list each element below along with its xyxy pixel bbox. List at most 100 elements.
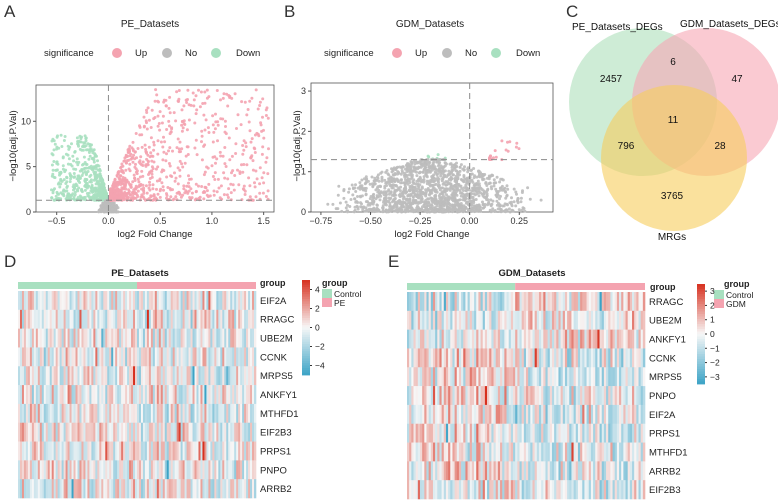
heatmap-cell bbox=[194, 347, 197, 367]
point-up bbox=[514, 145, 518, 149]
heatmap-cell bbox=[107, 347, 110, 367]
point-down bbox=[77, 186, 81, 190]
heatmap-cell bbox=[109, 366, 112, 386]
point-no bbox=[457, 210, 461, 213]
heatmap-cell bbox=[230, 422, 233, 442]
heatmap-cell bbox=[125, 460, 128, 480]
heatmap-cell bbox=[107, 385, 110, 405]
heatmap-cell bbox=[495, 292, 499, 312]
point-up bbox=[254, 88, 258, 92]
y-tick-label: 1 bbox=[301, 167, 306, 177]
point-down bbox=[69, 196, 73, 200]
heatmap-cell bbox=[224, 328, 227, 348]
point-no bbox=[507, 207, 511, 211]
heatmap-cell bbox=[95, 441, 98, 461]
heatmap-cell bbox=[135, 422, 138, 442]
colorbar-segment bbox=[302, 320, 310, 324]
heatmap-cell bbox=[232, 479, 235, 499]
heatmap-cell bbox=[137, 328, 140, 348]
heatmap-cell bbox=[95, 309, 98, 329]
heatmap-cell bbox=[35, 441, 39, 461]
heatmap-cell bbox=[53, 403, 56, 424]
heatmap-cell bbox=[19, 309, 23, 329]
legend-down-swatch bbox=[211, 48, 221, 58]
point-no bbox=[372, 179, 376, 183]
heatmap-cell bbox=[31, 347, 35, 367]
point-no bbox=[393, 188, 397, 192]
heatmap-cell bbox=[89, 347, 92, 367]
point-up bbox=[127, 167, 131, 171]
heatmap-cell bbox=[105, 347, 108, 367]
heatmap-cell bbox=[83, 422, 86, 442]
heatmap-cell bbox=[220, 479, 223, 499]
point-up bbox=[216, 177, 220, 181]
heatmap-cell bbox=[184, 347, 187, 367]
heatmap-cell bbox=[166, 441, 170, 461]
point-no bbox=[456, 185, 459, 189]
point-up bbox=[137, 180, 141, 184]
point-no bbox=[512, 200, 516, 204]
point-up bbox=[202, 173, 206, 177]
venn-count-gdm-mrg: 28 bbox=[714, 141, 726, 152]
point-up bbox=[124, 182, 128, 186]
heatmap-cell bbox=[162, 403, 166, 424]
heatmap-cell bbox=[515, 292, 518, 312]
point-no bbox=[408, 163, 412, 167]
heatmap-cell bbox=[236, 347, 239, 367]
heatmap-cell bbox=[105, 441, 108, 461]
heatmap-cell bbox=[238, 441, 241, 461]
point-no bbox=[116, 210, 120, 214]
heatmap-cell bbox=[461, 292, 464, 312]
point-up bbox=[253, 151, 257, 154]
heatmap-cell bbox=[242, 328, 245, 348]
heatmap-cell bbox=[180, 460, 183, 480]
heatmap-cell bbox=[625, 292, 628, 312]
heatmap-cell bbox=[218, 403, 221, 424]
point-down bbox=[87, 151, 91, 154]
point-no bbox=[453, 196, 457, 200]
heatmap-cell bbox=[192, 385, 195, 405]
point-no bbox=[353, 208, 357, 212]
point-up bbox=[248, 129, 252, 133]
heatmap-cell bbox=[29, 347, 33, 367]
heatmap-cell bbox=[83, 460, 86, 480]
heatmap-cell bbox=[19, 403, 23, 424]
heatmap-cell bbox=[212, 366, 215, 386]
heatmap-cell bbox=[156, 366, 160, 386]
colorbar-segment bbox=[302, 301, 310, 305]
point-no bbox=[361, 208, 365, 212]
point-up bbox=[264, 114, 268, 117]
heatmap-cell bbox=[137, 403, 140, 424]
heatmap-cell bbox=[83, 403, 86, 424]
heatmap-cell bbox=[170, 328, 173, 348]
point-down bbox=[95, 176, 99, 180]
heatmap-cell bbox=[83, 479, 86, 499]
heatmap-cell bbox=[33, 366, 37, 386]
heatmap-cell bbox=[77, 291, 80, 311]
heatmap-cell bbox=[35, 347, 39, 367]
heatmap-cell bbox=[85, 309, 88, 329]
heatmap-cell bbox=[188, 385, 191, 405]
heatmap-cell bbox=[240, 366, 243, 386]
venn-count-pe-only: 2457 bbox=[600, 74, 623, 85]
point-no bbox=[448, 188, 452, 192]
heatmap-cell bbox=[63, 479, 66, 499]
point-down bbox=[436, 153, 440, 157]
point-no bbox=[368, 182, 372, 186]
heatmap-cell bbox=[103, 385, 106, 405]
point-up bbox=[180, 129, 184, 133]
heatmap-cell bbox=[123, 309, 126, 329]
heatmap-cell bbox=[103, 422, 106, 442]
point-no bbox=[346, 210, 349, 214]
point-no bbox=[409, 166, 413, 170]
point-no bbox=[408, 194, 412, 198]
point-up bbox=[162, 150, 166, 154]
heatmap-cell bbox=[61, 309, 64, 329]
panel-d-title: PE_Datasets bbox=[111, 268, 169, 279]
heatmap-cell bbox=[43, 441, 47, 461]
heatmap-cell bbox=[220, 403, 223, 424]
heatmap-cell bbox=[238, 479, 241, 499]
heatmap-cell bbox=[137, 309, 140, 329]
heatmap-cell bbox=[45, 366, 49, 386]
point-no bbox=[360, 186, 364, 190]
